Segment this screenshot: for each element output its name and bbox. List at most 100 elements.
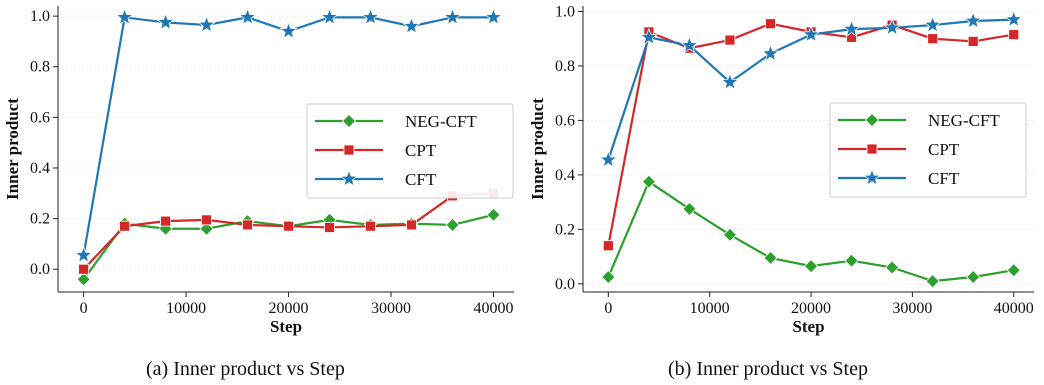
data-point-cpt <box>201 214 212 226</box>
x-tick-label: 0 <box>604 300 612 317</box>
data-point-neg-cft <box>486 207 501 222</box>
data-point-cft <box>964 11 983 29</box>
x-tick-label: 40000 <box>994 300 1034 317</box>
x-tick-label: 10000 <box>166 300 206 317</box>
data-point-cft <box>238 7 257 26</box>
data-point-cft <box>74 245 93 264</box>
legend: NEG-CFT CPT CFT <box>306 103 514 199</box>
legend-box <box>829 102 1027 198</box>
legend-marker-cpt <box>343 144 355 156</box>
data-point-cft <box>361 7 380 26</box>
data-point-neg-cft <box>1006 263 1021 278</box>
data-point-cft <box>639 27 659 46</box>
data-point-cpt <box>1008 29 1020 41</box>
y-tick-label: 0.4 <box>30 160 50 177</box>
y-tick-label: 1.0 <box>30 8 50 25</box>
data-point-cpt <box>324 222 335 233</box>
x-tick-label: 40000 <box>474 300 514 317</box>
data-point-neg-cft <box>641 174 656 189</box>
x-tick-label: 30000 <box>371 300 411 317</box>
y-tick-label: 0.2 <box>30 211 50 228</box>
data-point-neg-cft <box>844 253 859 268</box>
data-point-cft <box>1004 9 1023 28</box>
y-axis-title: Inner product <box>3 98 22 200</box>
data-point-cpt <box>365 220 376 232</box>
y-tick-label: 0.6 <box>555 112 575 129</box>
x-tick-label: 30000 <box>892 300 932 317</box>
caption-a: (a) Inner product vs Step <box>146 358 345 380</box>
legend-marker-neg-cft <box>341 113 357 129</box>
legend: NEG-CFT CPT CFT <box>829 102 1027 198</box>
data-point-neg-cft <box>966 269 981 285</box>
data-point-cft <box>320 7 339 26</box>
legend-label-cpt: CPT <box>928 140 960 159</box>
y-tick-label: 0.6 <box>30 109 50 126</box>
data-point-neg-cft <box>199 221 214 236</box>
data-point-cpt <box>119 220 131 232</box>
data-point-cpt <box>406 219 417 231</box>
legend-marker-cft <box>862 168 882 186</box>
legend-marker-cft <box>339 169 359 187</box>
x-axis-title: Step <box>270 317 302 336</box>
y-tick-label: 1.0 <box>555 3 575 20</box>
y-tick-label: 0.4 <box>555 167 575 184</box>
x-axis-title: Step <box>792 317 824 336</box>
data-point-cft <box>156 12 175 31</box>
y-tick-label: 0.0 <box>555 276 575 293</box>
data-point-cft <box>443 7 462 26</box>
data-point-cft <box>484 7 503 26</box>
data-point-cft <box>720 72 740 91</box>
data-point-neg-cft <box>445 217 460 232</box>
data-point-cpt <box>927 33 939 45</box>
data-point-neg-cft <box>682 201 697 216</box>
x-tick-label: 0 <box>80 300 88 317</box>
data-point-cpt <box>242 219 253 231</box>
y-tick-label: 0.8 <box>30 59 50 76</box>
data-point-cpt <box>724 34 736 46</box>
legend-marker-cpt <box>866 143 878 155</box>
legend-marker-neg-cft <box>864 112 880 128</box>
legend-label-neg-cft: NEG-CFT <box>928 111 1000 130</box>
data-point-cpt <box>283 220 294 232</box>
data-point-cft <box>842 19 861 37</box>
data-point-cpt <box>765 18 776 30</box>
data-point-neg-cft <box>76 272 91 287</box>
data-point-cpt <box>78 263 90 275</box>
chart-panel-b: 0.0 0.2 0.4 0.6 0.8 1.0 0 10000 20000 30000 40000 S… <box>528 3 1034 336</box>
chart-panel-a: 0.0 0.2 0.4 0.6 0.8 1.0 0 10000 20000 30000 40000 S… <box>3 6 514 336</box>
data-point-cpt <box>967 36 979 47</box>
x-tick-label: 10000 <box>690 300 730 317</box>
data-point-cft <box>599 150 618 168</box>
data-point-cft <box>801 24 821 43</box>
caption-b: (b) Inner product vs Step <box>668 358 868 380</box>
data-point-cpt <box>160 215 171 227</box>
data-point-cft <box>402 16 421 35</box>
legend-label-neg-cft: NEG-CFT <box>405 112 477 131</box>
legend-box <box>306 103 514 199</box>
data-point-cft <box>882 18 902 36</box>
data-point-neg-cft <box>722 227 738 242</box>
y-tick-label: 0.8 <box>555 58 575 75</box>
data-point-cft <box>680 35 699 54</box>
legend-label-cft: CFT <box>928 169 960 188</box>
data-point-neg-cft <box>925 274 940 289</box>
x-tick-label: 20000 <box>269 300 309 317</box>
legend-label-cft: CFT <box>405 170 437 189</box>
y-tick-label: 0.0 <box>30 261 50 278</box>
data-point-neg-cft <box>601 269 616 285</box>
legend-label-cpt: CPT <box>405 141 437 160</box>
x-tick-label: 20000 <box>791 300 831 317</box>
y-tick-label: 0.2 <box>555 221 575 238</box>
data-point-cpt <box>602 240 614 252</box>
data-point-cft <box>197 15 216 33</box>
data-point-neg-cft <box>763 250 778 266</box>
data-point-cft <box>923 15 942 33</box>
data-point-neg-cft <box>803 259 819 274</box>
data-point-cft <box>279 21 298 40</box>
data-point-cft <box>115 7 134 26</box>
y-axis-title: Inner product <box>528 98 547 200</box>
data-point-neg-cft <box>885 260 900 275</box>
data-point-cft <box>761 44 780 62</box>
